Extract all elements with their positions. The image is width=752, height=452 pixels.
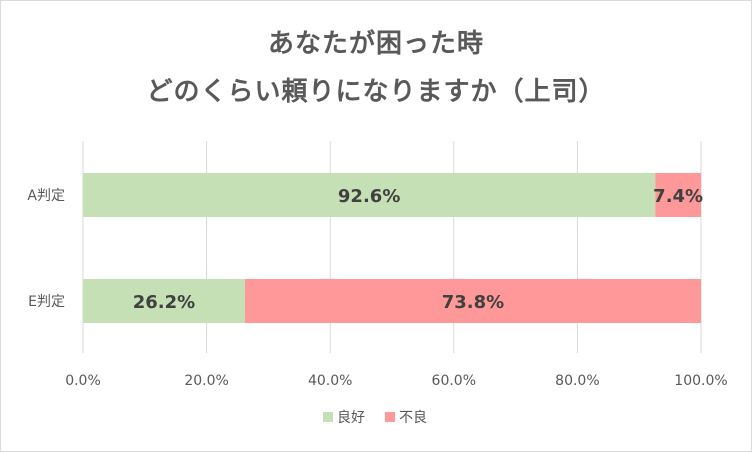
x-tick-label: 20.0% (184, 373, 228, 389)
legend: 良好 不良 (323, 410, 427, 426)
bar-segment (83, 279, 245, 323)
category-label: A判定 (27, 188, 65, 204)
category-label: E判定 (28, 294, 65, 310)
legend-label: 良好 (337, 410, 365, 426)
x-tick-label: 0.0% (65, 373, 101, 389)
ticks-layer: 0.0% 20.0% 40.0% 60.0% 80.0% 100.0% (65, 373, 727, 389)
legend-swatch (323, 412, 333, 422)
x-tick-label: 40.0% (308, 373, 352, 389)
bar-segment (244, 279, 701, 323)
x-tick-label: 100.0% (674, 373, 727, 389)
data-label: 26.2% (133, 292, 195, 313)
data-label: 73.8% (442, 292, 504, 313)
bar-segment (655, 173, 701, 217)
categories-layer: A判定 E判定 (27, 188, 65, 310)
chart-title-line1: あなたが困った時 (267, 29, 484, 59)
data-label: 7.4% (653, 186, 703, 207)
chart-title-line2: どのくらい頼りになりますか（上司） (146, 77, 606, 107)
bars-layer (83, 173, 701, 323)
x-tick-label: 80.0% (555, 373, 599, 389)
data-label: 92.6% (338, 186, 400, 207)
bar-segment (83, 173, 656, 217)
labels-layer: 92.6% 7.4% 26.2% 73.8% (133, 186, 703, 313)
legend-label: 不良 (399, 410, 427, 426)
x-tick-label: 60.0% (432, 373, 476, 389)
legend-swatch (385, 412, 395, 422)
